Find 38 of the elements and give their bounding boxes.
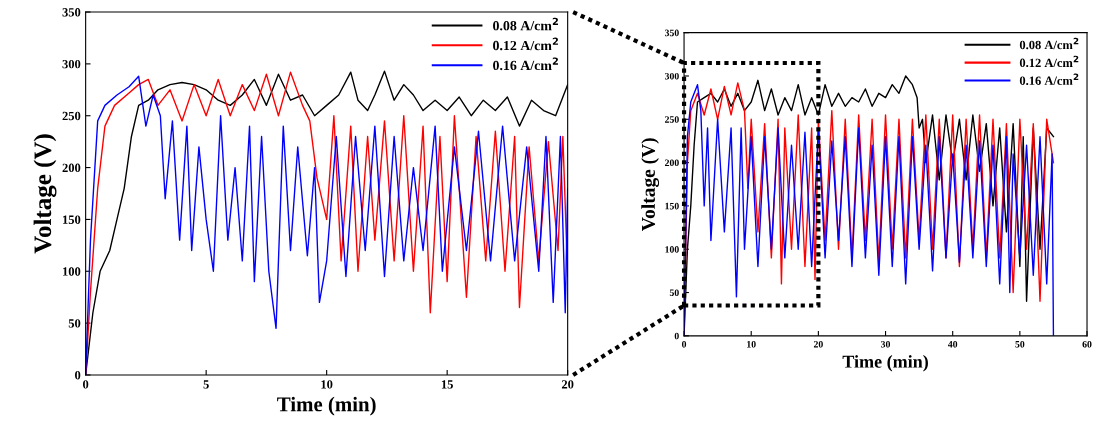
y-tick-label: 250 <box>62 111 81 121</box>
x-tick-label: 50 <box>1015 340 1025 348</box>
y-tick-label: 200 <box>62 163 81 173</box>
x-axis-title: Time (min) <box>277 396 376 416</box>
legend-label: 0.12 A/cm$^{2}$ <box>493 37 558 51</box>
y-tick-label: 0 <box>75 370 81 380</box>
y-tick-label: 50 <box>68 319 81 328</box>
y-tick-label: 300 <box>664 72 679 80</box>
x-tick-label: 0 <box>83 380 89 389</box>
x-tick-label: 5 <box>203 380 209 389</box>
y-tick-label: 150 <box>665 202 679 210</box>
y-tick-label: 100 <box>665 246 679 253</box>
y-tick-label: 350 <box>664 29 679 37</box>
x-tick-label: 15 <box>441 380 453 389</box>
y-tick-label: 50 <box>669 289 679 296</box>
y-tick-label: 300 <box>62 59 81 69</box>
x-axis-title: Time (min) <box>842 355 928 372</box>
y-tick-label: 200 <box>665 159 679 167</box>
x-tick-label: 20 <box>561 380 574 389</box>
x-tick-label: 40 <box>947 340 958 348</box>
y-tick-label: 350 <box>62 8 81 17</box>
x-tick-label: 10 <box>321 380 333 389</box>
x-tick-label: 20 <box>813 340 823 348</box>
x-tick-label: 10 <box>747 340 756 348</box>
legend-label: 0.16 A/cm$^{2}$ <box>1019 73 1079 85</box>
y-axis-title: Voltage (V) <box>641 138 660 231</box>
x-tick-label: 60 <box>1082 340 1092 348</box>
y-tick-label: 150 <box>63 215 81 224</box>
x-tick-label: 30 <box>881 340 891 348</box>
legend-label: 0.08 A/cm$^{2}$ <box>493 17 558 31</box>
y-axis-title: Voltage (V) <box>33 134 57 254</box>
y-tick-label: 100 <box>63 267 81 276</box>
y-tick-label: 250 <box>665 116 679 123</box>
y-tick-label: 0 <box>674 332 679 340</box>
legend-label: 0.16 A/cm$^{2}$ <box>493 57 558 71</box>
legend-label: 0.08 A/cm$^{2}$ <box>1019 37 1079 50</box>
x-tick-label: 0 <box>681 340 687 348</box>
legend-label: 0.12 A/cm$^{2}$ <box>1019 55 1079 68</box>
